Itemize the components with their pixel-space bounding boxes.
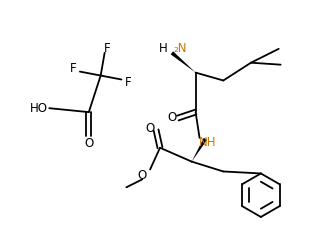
Text: O: O <box>138 169 147 182</box>
Text: NH: NH <box>199 136 216 149</box>
Text: O: O <box>145 123 155 135</box>
Text: F: F <box>70 62 76 75</box>
Text: O: O <box>84 137 93 150</box>
Text: F: F <box>104 42 111 55</box>
Text: HO: HO <box>30 102 48 115</box>
Polygon shape <box>192 138 207 162</box>
Text: ₂N: ₂N <box>174 42 187 55</box>
Polygon shape <box>170 51 195 73</box>
Text: O: O <box>167 111 177 124</box>
Text: F: F <box>125 76 132 89</box>
Text: H: H <box>159 42 168 55</box>
